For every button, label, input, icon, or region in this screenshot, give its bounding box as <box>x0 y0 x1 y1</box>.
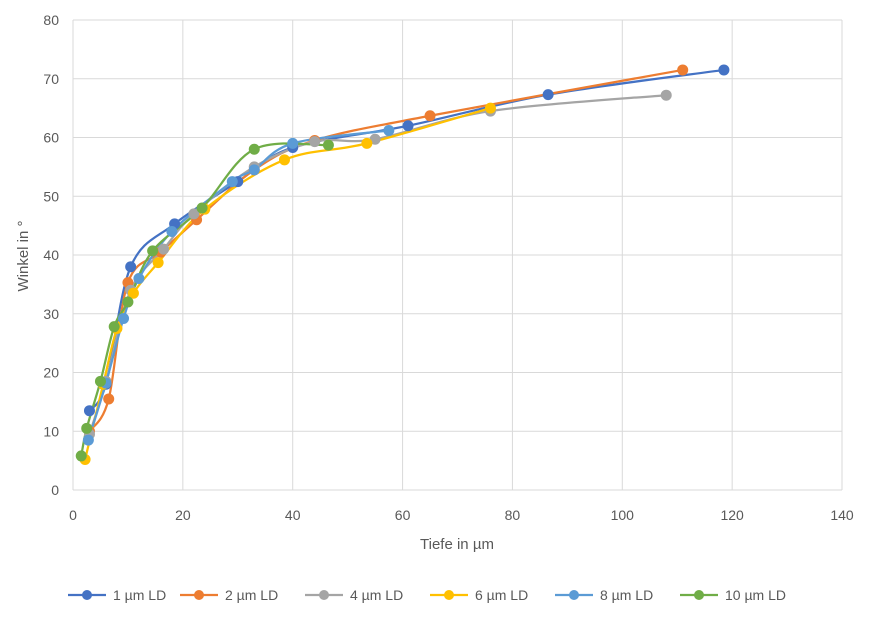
legend-item: 4 µm LD <box>305 587 403 603</box>
x-tick-label: 60 <box>395 507 411 523</box>
data-point <box>83 405 95 417</box>
data-point <box>152 257 164 269</box>
data-point <box>108 321 120 333</box>
y-tick-label: 20 <box>43 365 59 381</box>
legend-item: 8 µm LD <box>555 587 653 603</box>
x-tick-label: 80 <box>505 507 521 523</box>
data-point <box>82 434 94 446</box>
y-tick-label: 60 <box>43 130 59 146</box>
data-point <box>226 176 238 188</box>
legend-marker <box>319 590 329 600</box>
data-point <box>103 393 115 405</box>
data-point <box>309 136 321 148</box>
data-point <box>248 164 260 176</box>
data-point <box>122 296 134 308</box>
legend-label: 8 µm LD <box>600 587 653 603</box>
data-point <box>361 137 373 149</box>
x-tick-label: 40 <box>285 507 301 523</box>
data-point <box>677 64 689 76</box>
x-tick-label: 100 <box>611 507 635 523</box>
data-point <box>542 89 554 101</box>
y-tick-label: 0 <box>51 482 59 498</box>
data-point <box>322 139 334 151</box>
x-tick-label: 20 <box>175 507 191 523</box>
legend-item: 6 µm LD <box>430 587 528 603</box>
data-point <box>147 245 159 257</box>
legend-item: 10 µm LD <box>680 587 786 603</box>
data-point <box>196 202 208 214</box>
data-point <box>718 64 730 76</box>
x-tick-label: 140 <box>830 507 854 523</box>
legend-marker <box>82 590 92 600</box>
legend-label: 6 µm LD <box>475 587 528 603</box>
y-tick-label: 50 <box>43 188 59 204</box>
data-point <box>166 226 178 237</box>
data-point <box>158 243 170 255</box>
y-axis-title: Winkel in ° <box>15 220 32 291</box>
data-point <box>287 137 299 149</box>
x-axis-title: Tiefe in µm <box>420 536 494 553</box>
series-line-6 <box>80 142 330 458</box>
data-point <box>75 450 87 462</box>
legend-marker <box>694 590 704 600</box>
series-line-3 <box>88 94 668 436</box>
data-point <box>81 422 93 434</box>
y-tick-label: 40 <box>43 247 59 263</box>
data-point <box>402 120 414 132</box>
y-tick-label: 30 <box>43 306 59 322</box>
data-point <box>94 375 106 387</box>
series-markers <box>75 64 730 465</box>
data-point <box>660 89 672 101</box>
grid <box>72 19 843 491</box>
data-point <box>383 124 395 136</box>
x-tick-label: 120 <box>720 507 744 523</box>
series-line-2 <box>88 68 684 433</box>
data-point <box>133 273 145 284</box>
legend-item: 2 µm LD <box>180 587 278 603</box>
legend-label: 10 µm LD <box>725 587 786 603</box>
y-tick-label: 10 <box>43 423 59 439</box>
data-point <box>484 102 496 114</box>
legend: 1 µm LD 2 µm LD 4 µm LD 6 µm LD 8 µm LD 10 µm… <box>68 587 786 603</box>
data-point <box>278 154 290 166</box>
legend-label: 2 µm LD <box>225 587 278 603</box>
legend-marker <box>444 590 454 600</box>
data-point <box>248 143 260 155</box>
data-point <box>188 208 200 220</box>
x-tick-label: 0 <box>69 507 77 523</box>
y-tick-label: 80 <box>43 12 59 28</box>
legend-item: 1 µm LD <box>68 587 166 603</box>
data-point <box>118 312 130 324</box>
legend-label: 4 µm LD <box>350 587 403 603</box>
legend-label: 1 µm LD <box>113 587 166 603</box>
y-tick-label: 70 <box>43 71 59 87</box>
data-point <box>127 287 139 299</box>
legend-marker <box>569 590 579 600</box>
legend-marker <box>194 590 204 600</box>
data-point <box>125 261 137 273</box>
data-point <box>424 110 436 122</box>
tick-labels: 0 10 20 30 40 50 60 70 80 0 20 40 60 80 100 120 140 <box>43 12 853 523</box>
